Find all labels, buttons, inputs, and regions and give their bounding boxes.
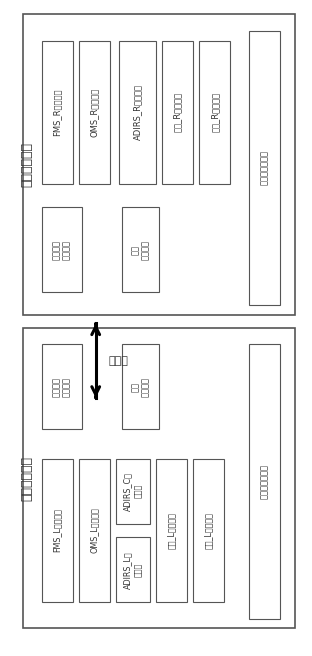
Text: FMS_R仿真模块: FMS_R仿真模块 [52,89,61,136]
Text: ADIRS_R仿真模块: ADIRS_R仿真模块 [133,85,142,140]
Text: FMS_L仿真模块: FMS_L仿真模块 [52,508,61,552]
Text: 同步数据
缓冲模块: 同步数据 缓冲模块 [52,377,71,397]
Text: 以太网: 以太网 [108,356,128,365]
Text: 右侧
主控模块: 右侧 主控模块 [131,239,150,260]
FancyBboxPatch shape [122,207,159,292]
Text: 左接口转换模块: 左接口转换模块 [260,464,269,499]
FancyBboxPatch shape [122,344,159,429]
FancyBboxPatch shape [193,459,224,602]
Text: ADIRS_L仿
真模块: ADIRS_L仿 真模块 [123,551,143,588]
FancyBboxPatch shape [249,344,280,619]
FancyBboxPatch shape [199,41,230,184]
Text: 左侧激励系统: 左侧激励系统 [21,456,34,501]
Text: 监视_R仿真模块: 监视_R仿真模块 [210,92,219,133]
Text: 右接口转换模块: 右接口转换模块 [260,150,269,186]
FancyBboxPatch shape [79,459,110,602]
FancyBboxPatch shape [116,537,150,602]
Text: 左侧
主控模块: 左侧 主控模块 [131,377,150,397]
FancyBboxPatch shape [23,14,295,315]
Text: 右侧激励系统: 右侧激励系统 [21,142,34,187]
FancyBboxPatch shape [79,41,110,184]
FancyBboxPatch shape [41,207,82,292]
FancyBboxPatch shape [41,344,82,429]
FancyBboxPatch shape [249,31,280,305]
Text: 显控_R仿真模块: 显控_R仿真模块 [173,92,182,133]
FancyBboxPatch shape [162,41,193,184]
FancyBboxPatch shape [41,41,72,184]
FancyBboxPatch shape [41,459,72,602]
FancyBboxPatch shape [23,328,295,628]
Text: 显控_L仿真模块: 显控_L仿真模块 [167,512,176,549]
FancyBboxPatch shape [116,459,150,524]
Text: 同步数据
缓冲模块: 同步数据 缓冲模块 [52,239,71,260]
Text: ADIRS_C仿
真模块: ADIRS_C仿 真模块 [123,472,143,511]
FancyBboxPatch shape [156,459,187,602]
Text: OMS_R仿真模块: OMS_R仿真模块 [90,88,99,137]
Text: 监视_L仿真模块: 监视_L仿真模块 [204,512,213,549]
Text: OMS_L仿真模块: OMS_L仿真模块 [90,508,99,554]
FancyBboxPatch shape [119,41,156,184]
